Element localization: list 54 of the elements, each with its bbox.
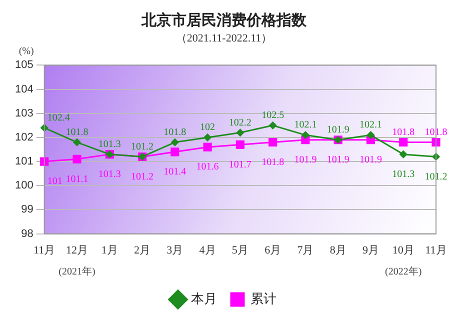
y-axis-title: (%) <box>18 46 34 57</box>
data-label: 101.8 <box>164 126 186 138</box>
text: (2021年) <box>58 265 96 278</box>
x-tick-label: 10月 <box>392 244 414 256</box>
data-label: 101.9 <box>326 124 350 136</box>
x-tick-label: 2月 <box>134 244 151 256</box>
data-label: 102.1 <box>359 120 382 131</box>
data-label: 101.2 <box>424 171 448 182</box>
data-label: 102.4 <box>47 112 70 124</box>
y-tick-label: 103 <box>14 107 34 120</box>
data-label: 101.8 <box>66 126 88 138</box>
data-label: 101.7 <box>228 159 252 170</box>
x-tick-label: 11月 <box>425 244 447 256</box>
data-label: 102 <box>200 122 216 134</box>
data-label: 101.2 <box>131 141 154 152</box>
x-tick-label: 11月 <box>34 244 56 256</box>
y-tick-label: 102 <box>14 131 34 144</box>
data-label: 101.9 <box>294 154 317 166</box>
y-tick-label: 98 <box>21 228 34 240</box>
x-tick-label: 7月 <box>297 244 314 256</box>
data-label: 101.1 <box>66 174 88 185</box>
x-tick-label: 3月 <box>166 244 184 256</box>
legend-label: 累计 <box>250 290 276 306</box>
text: (2022年) <box>385 265 422 278</box>
y-tick-label: 99 <box>21 204 34 216</box>
data-label: 101.8 <box>424 126 448 138</box>
y-tick-label: 101 <box>14 156 34 168</box>
data-label: 101.8 <box>262 156 284 168</box>
data-label: 102.1 <box>294 120 317 131</box>
chart-title: 北京市居民消费价格指数 <box>140 10 308 29</box>
data-label: 101.4 <box>164 166 186 178</box>
x-tick-label: 4月 <box>199 244 216 256</box>
y-tick-label: 104 <box>14 83 34 96</box>
x-tick-label: 12月 <box>66 244 88 256</box>
data-label: 101.9 <box>326 154 350 166</box>
data-label: 101.3 <box>98 138 121 150</box>
x-tick-label: 8月 <box>330 244 346 256</box>
data-label: 101.9 <box>359 154 382 166</box>
x-tick-label: 6月 <box>264 244 282 256</box>
y-tick-label: 105 <box>14 59 34 72</box>
data-label: 102.2 <box>228 117 252 128</box>
legend-label: 本月 <box>191 290 217 306</box>
data-label: 101.3 <box>98 168 121 180</box>
x-tick-label: 5月 <box>232 244 248 256</box>
data-label: 101 <box>47 176 62 188</box>
x-tick-label: 9月 <box>362 244 379 256</box>
data-label: 101.2 <box>131 171 154 182</box>
data-label: 101.6 <box>196 162 219 173</box>
chart-subtitle: （2021.11-2022.11） <box>176 32 272 44</box>
x-tick-label: 1月 <box>101 244 118 256</box>
data-label: 102.5 <box>262 110 284 122</box>
data-label: 101.3 <box>392 168 415 180</box>
data-label: 101.8 <box>392 126 415 138</box>
y-tick-label: 100 <box>14 180 34 192</box>
